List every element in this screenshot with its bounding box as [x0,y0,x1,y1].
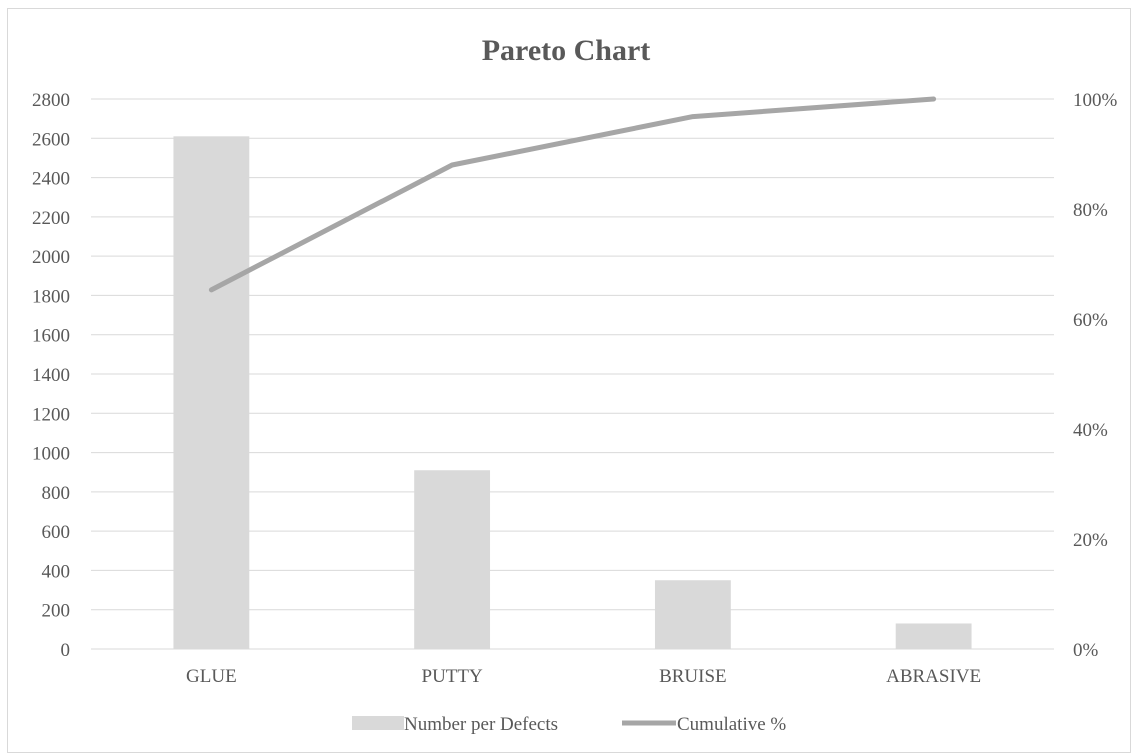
legend-line-label: Cumulative % [677,714,786,735]
y-tick-label: 1400 [32,365,70,386]
bar-glue [173,136,250,650]
primary-y-axis: 0 200 400 600 800 1000 1200 1400 1600 1800 2000 220… [32,90,70,661]
bar-putty [414,470,491,649]
y-tick-label: 2000 [32,247,70,268]
cumulative-line-series [208,96,937,293]
y-tick-label: 200 [42,601,71,622]
x-tick-label: BRUISE [659,666,727,687]
cumulative-line [208,96,937,293]
y-tick-label: 800 [42,483,71,504]
legend-bar-label: Number per Defects [404,714,558,735]
gridlines [91,98,1054,650]
x-tick-label: PUTTY [422,666,484,687]
y-tick-label: 2600 [32,129,70,150]
y-tick-label: 2400 [32,169,70,190]
y2-tick-label: 40% [1073,420,1108,441]
y-tick-label: 600 [42,522,71,543]
y-tick-label: 1000 [32,444,70,465]
y2-tick-label: 80% [1073,200,1108,221]
secondary-y-axis: 0% 20% 40% 60% 80% 100% [1073,90,1118,661]
x-axis: GLUE PUTTY BRUISE ABRASIVE [186,666,981,687]
y-tick-label: 0 [61,640,71,661]
y-tick-label: 2800 [32,90,70,111]
x-tick-label: ABRASIVE [886,666,981,687]
y-tick-label: 1600 [32,326,70,347]
legend-bar-swatch [352,716,404,730]
y-tick-label: 1800 [32,286,70,307]
y2-tick-label: 20% [1073,530,1108,551]
x-tick-label: GLUE [186,666,237,687]
bar-bruise [654,580,731,649]
y-tick-label: 400 [42,561,71,582]
chart-title: Pareto Chart [482,34,651,67]
y2-tick-label: 100% [1073,90,1118,111]
y2-tick-label: 0% [1073,640,1099,661]
y-tick-label: 1200 [32,404,70,425]
y2-tick-label: 60% [1073,310,1108,331]
legend: Number per Defects Cumulative % [352,714,786,735]
bar-series [173,136,972,650]
y-tick-label: 2200 [32,208,70,229]
bar-abrasive [895,623,972,649]
